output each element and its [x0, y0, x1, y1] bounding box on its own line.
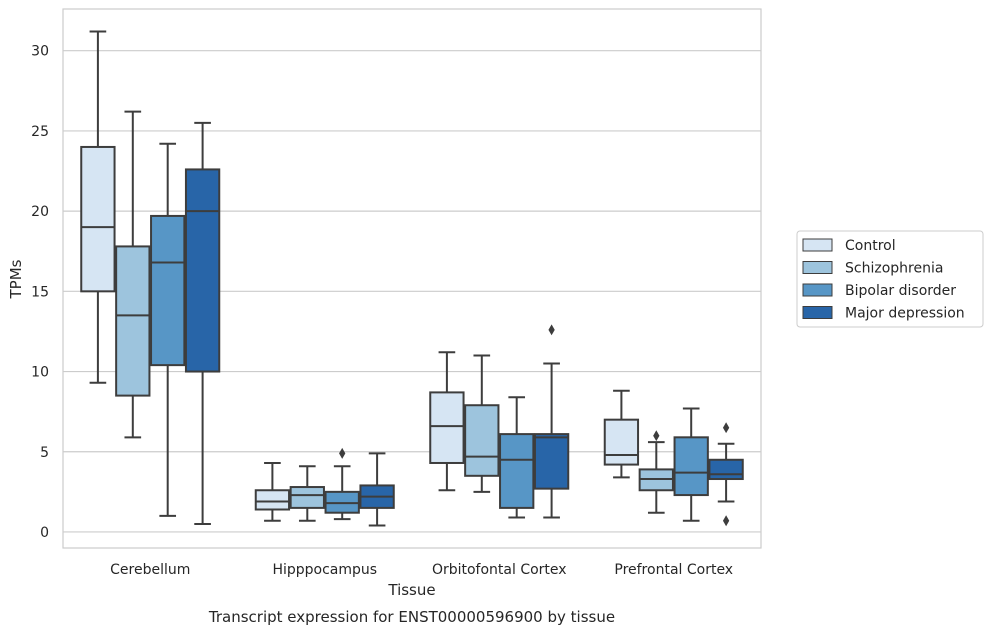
y-tick-label: 15 [31, 284, 49, 300]
x-tick-label: Prefrontal Cortex [614, 562, 733, 578]
box-schizophrenia [289, 465, 325, 522]
legend-swatch [802, 238, 833, 252]
x-axis-label: Tissue [387, 581, 435, 599]
x-tick-label: Cerebellum [110, 562, 190, 578]
box-bipolar-disorder [150, 142, 186, 517]
box-schizophrenia [115, 110, 151, 439]
iqr-box [429, 391, 465, 464]
box-control [429, 351, 465, 492]
box-bipolar-disorder [324, 447, 360, 521]
iqr-box [184, 168, 221, 373]
box-schizophrenia [464, 354, 500, 493]
legend-swatch [802, 306, 833, 319]
y-tick-label: 25 [31, 124, 49, 140]
y-tick-label: 5 [40, 445, 49, 461]
y-tick-label: 20 [31, 204, 49, 220]
iqr-box [499, 433, 535, 509]
y-axis-label: TPMs [7, 259, 25, 299]
iqr-box [603, 418, 640, 466]
x-tick-labels: Cerebellum Hipppocampus Orbitofontal Corte… [110, 562, 733, 578]
outlier-marker [653, 430, 660, 442]
box-bipolar-disorder [499, 396, 535, 519]
x-tick-label: Orbitofontal Cortex [432, 562, 567, 578]
legend-label: Schizophrenia [845, 261, 943, 277]
outlier-marker [722, 422, 730, 434]
iqr-box [80, 145, 116, 293]
box-major-depression [533, 324, 570, 519]
box-bipolar-disorder [673, 407, 709, 522]
plot-frame [62, 8, 762, 549]
y-tick-label: 10 [31, 365, 49, 381]
box-schizophrenia [638, 430, 674, 514]
box-control [254, 461, 291, 522]
legend-swatch [802, 283, 833, 297]
box-major-depression [708, 422, 744, 527]
iqr-box [533, 433, 570, 490]
outlier-marker [339, 447, 346, 459]
box-control [80, 30, 116, 384]
iqr-box [673, 436, 709, 497]
box-major-depression [184, 121, 221, 525]
iqr-box [289, 486, 325, 509]
box-plot-groups [80, 30, 744, 527]
box-major-depression [359, 452, 395, 527]
x-tick-label: Hipppocampus [272, 562, 377, 578]
iqr-box [464, 404, 500, 477]
outlier-marker [548, 324, 555, 336]
legend-label: Major depression [845, 306, 965, 322]
outlier-marker [722, 515, 730, 527]
y-tick-label: 30 [31, 44, 49, 60]
iqr-box [150, 214, 186, 367]
legend-label: Control [845, 238, 896, 254]
y-tick-labels: 0 5 10 15 20 25 30 [31, 44, 49, 541]
legend-swatch [802, 261, 833, 274]
figure-caption: Transcript expression for ENST0000059690… [208, 608, 615, 626]
legend: Control Schizophrenia Bipolar disorder Majo… [796, 230, 984, 328]
y-tick-label: 0 [40, 525, 49, 541]
legend-label: Bipolar disorder [845, 283, 956, 299]
legend-frame [796, 230, 984, 328]
iqr-box [254, 489, 291, 511]
box-control [603, 389, 640, 479]
iqr-box [115, 245, 151, 397]
iqr-box [708, 458, 744, 481]
